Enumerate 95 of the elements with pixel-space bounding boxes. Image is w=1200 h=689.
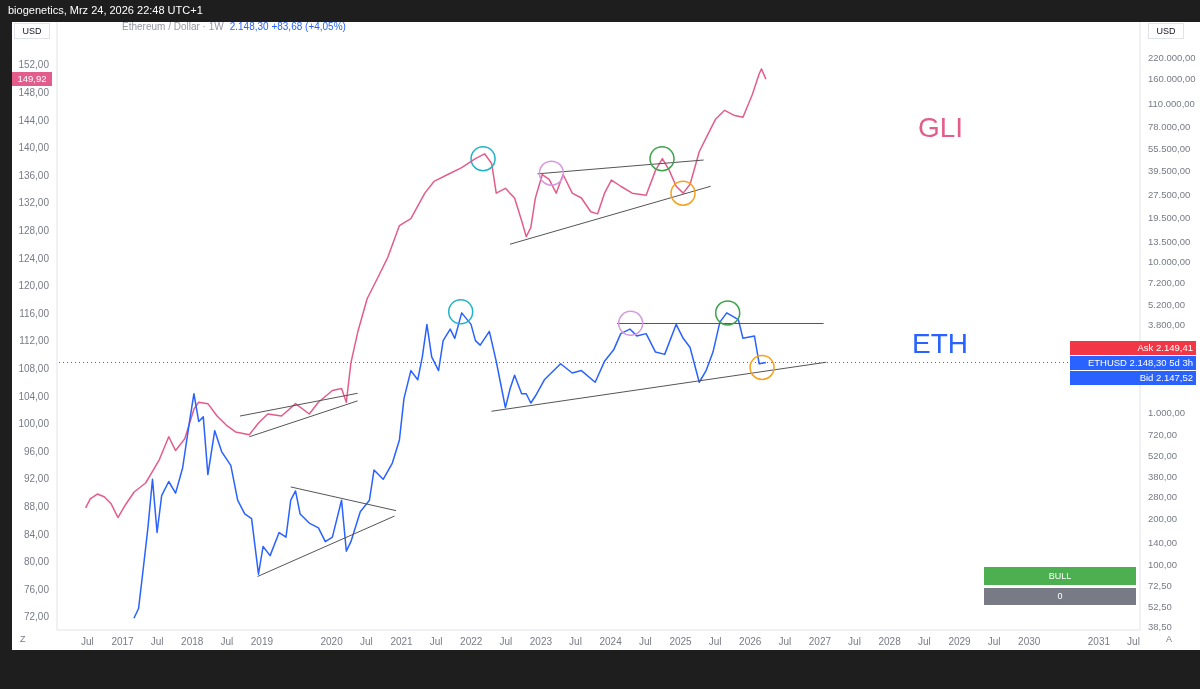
- y2-tick-label: 110.000,00: [1148, 98, 1195, 110]
- point: [714, 300, 741, 326]
- y-tick-label: 132,00: [18, 197, 50, 209]
- point: [470, 145, 496, 172]
- y2-tick-label: 10.000,00: [1148, 255, 1191, 267]
- y-tick-label: 148,00: [18, 86, 50, 98]
- x-tick-label: 2027: [808, 636, 832, 648]
- x-tick-label: 2025: [669, 636, 693, 648]
- y2-tick-label: 220.000,00: [1148, 52, 1196, 64]
- x-tick-label: 2022: [460, 636, 483, 648]
- x-tick-label: Jul: [638, 636, 652, 648]
- x-tick-label: Jul: [429, 636, 443, 648]
- x-tick-label: Jul: [569, 636, 582, 648]
- x-tick-label: Jul: [359, 636, 373, 648]
- x-tick-label: 2024: [599, 636, 623, 648]
- y2-tick-label: 280,00: [1148, 490, 1178, 502]
- x-tick-label: Jul: [708, 636, 722, 648]
- x-tick-label: 2021: [390, 636, 414, 648]
- x-tick-label: Jul: [917, 636, 931, 648]
- y2-tick-label: 140,00: [1148, 536, 1178, 548]
- x-tick-label: Jul: [80, 636, 94, 648]
- x-tick-label: 2031: [1087, 636, 1111, 648]
- price-tag: 149,92: [12, 72, 52, 87]
- y2-tick-label: 5.200,00: [1148, 298, 1185, 310]
- x-tick-label: 2020: [320, 636, 344, 648]
- text: Z: [20, 634, 26, 644]
- y2-tick-label: 19.500,00: [1148, 211, 1191, 223]
- y-tick-label: 128,00: [18, 224, 50, 236]
- x-tick-label: Jul: [499, 636, 513, 648]
- x-tick-label: 2019: [250, 636, 274, 648]
- y2-tick-label: 380,00: [1148, 470, 1178, 482]
- y-tick-label: 72,00: [23, 611, 50, 623]
- y2-tick-label: 160.000,00: [1148, 73, 1196, 85]
- y-tick-label: 100,00: [18, 418, 50, 430]
- line-series: [84, 68, 767, 519]
- text: biogenetics, Mrz 24, 2026 22:48 UTC+1: [8, 4, 203, 16]
- x-tick-label: Jul: [848, 636, 861, 648]
- x-tick-label: 2029: [948, 636, 972, 648]
- text: ETH: [912, 328, 968, 360]
- chart-title: Ethereum / Dollar · 1W: [122, 21, 224, 32]
- x-tick-label: 2030: [1018, 636, 1041, 648]
- y-tick-label: 120,00: [18, 280, 50, 292]
- x-tick-label: Jul: [220, 636, 234, 648]
- y-tick-label: 84,00: [23, 528, 50, 540]
- x-tick-label: Jul: [1127, 636, 1140, 648]
- y-tick-label: 108,00: [18, 362, 50, 374]
- x-tick-label: 2018: [181, 636, 204, 648]
- y-tick-label: 144,00: [18, 114, 50, 126]
- y2-tick-label: 72,50: [1148, 579, 1172, 591]
- y2-tick-label: 7.200,00: [1148, 277, 1185, 289]
- y2-tick-label: 55.500,00: [1148, 143, 1191, 155]
- y2-tick-label: 38,50: [1148, 621, 1172, 633]
- y-tick-label: 116,00: [19, 307, 50, 319]
- y-tick-label: 76,00: [23, 583, 50, 595]
- x-tick-label: 2017: [111, 636, 135, 648]
- text: USD: [14, 23, 50, 39]
- x-tick-label: 2023: [529, 636, 553, 648]
- y-tick-label: 152,00: [18, 59, 50, 71]
- x-tick-label: 2028: [878, 636, 902, 648]
- point: [447, 299, 474, 325]
- x-tick-label: Jul: [987, 636, 1001, 648]
- y-tick-label: 96,00: [23, 445, 50, 457]
- y-tick-label: 124,00: [18, 252, 50, 264]
- y-tick-label: 112,00: [19, 335, 50, 347]
- y2-tick-label: 100,00: [1148, 558, 1178, 570]
- status-box: BULL: [984, 567, 1136, 585]
- y2-tick-label: 520,00: [1148, 450, 1178, 462]
- x-tick-label: Jul: [778, 636, 792, 648]
- point: [538, 160, 565, 186]
- y2-tick-label: 78.000,00: [1148, 120, 1191, 132]
- y2-tick-label: 27.500,00: [1148, 189, 1191, 201]
- text: USD: [1148, 23, 1184, 39]
- x-tick-label: 2026: [739, 636, 762, 648]
- y-tick-label: 104,00: [18, 390, 50, 402]
- y2-tick-label: 200,00: [1148, 513, 1178, 525]
- point: [617, 310, 644, 337]
- text: A: [1166, 634, 1173, 644]
- x-tick-label: Jul: [150, 636, 164, 648]
- point: [649, 145, 675, 172]
- y-tick-label: 92,00: [23, 473, 50, 485]
- y2-tick-label: 52,50: [1148, 601, 1172, 613]
- y-tick-label: 136,00: [18, 169, 50, 181]
- y2-tick-label: 13.500,00: [1148, 236, 1191, 248]
- y2-tick-label: 3.800,00: [1148, 319, 1185, 331]
- y-tick-label: 80,00: [23, 556, 50, 568]
- text: GLI: [918, 112, 964, 144]
- y2-tick-label: 39.500,00: [1148, 165, 1191, 177]
- counter-box: 0: [984, 588, 1136, 605]
- point: [749, 354, 775, 381]
- y-tick-label: 88,00: [23, 501, 50, 513]
- y-tick-label: 140,00: [18, 142, 50, 154]
- y2-tick-label: 720,00: [1148, 428, 1178, 440]
- point: [670, 180, 696, 206]
- y2-tick-label: 1.000,00: [1148, 407, 1185, 419]
- chart-subtitle: 2.148,30 +83,68 (+4,05%): [229, 21, 346, 32]
